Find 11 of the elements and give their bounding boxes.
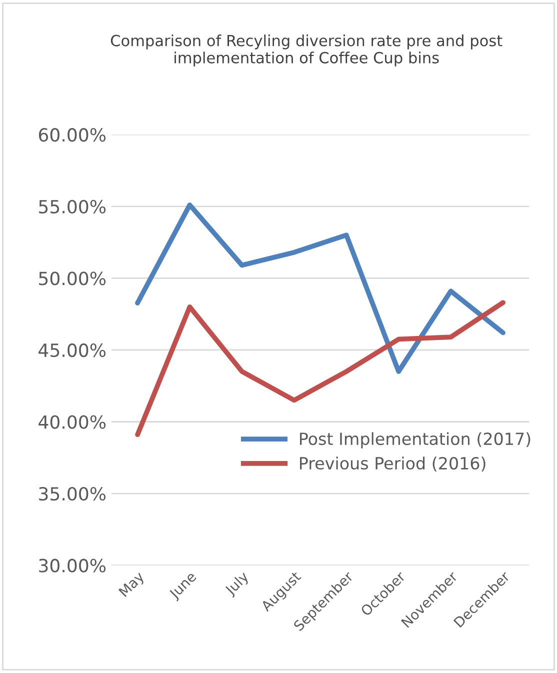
- legend-label: Previous Period (2016): [300, 456, 486, 472]
- y-tick-label: 50.00%: [39, 272, 106, 286]
- line-series: [135, 202, 506, 374]
- y-tick-label: 55.00%: [39, 200, 106, 214]
- y-tick-label: 45.00%: [38, 343, 106, 358]
- y-tick-label: 30.00%: [39, 558, 106, 572]
- chart-title: Comparison of Recyling diversion rate pre and post implementation of Coffee Cup bins: [110, 34, 502, 66]
- y-tick-label: 35.00%: [39, 486, 106, 501]
- y-tick-label: 40.00%: [38, 415, 106, 429]
- legend-label: Post Implementation (2017): [300, 432, 530, 448]
- y-tick-label: 60.00%: [38, 128, 106, 142]
